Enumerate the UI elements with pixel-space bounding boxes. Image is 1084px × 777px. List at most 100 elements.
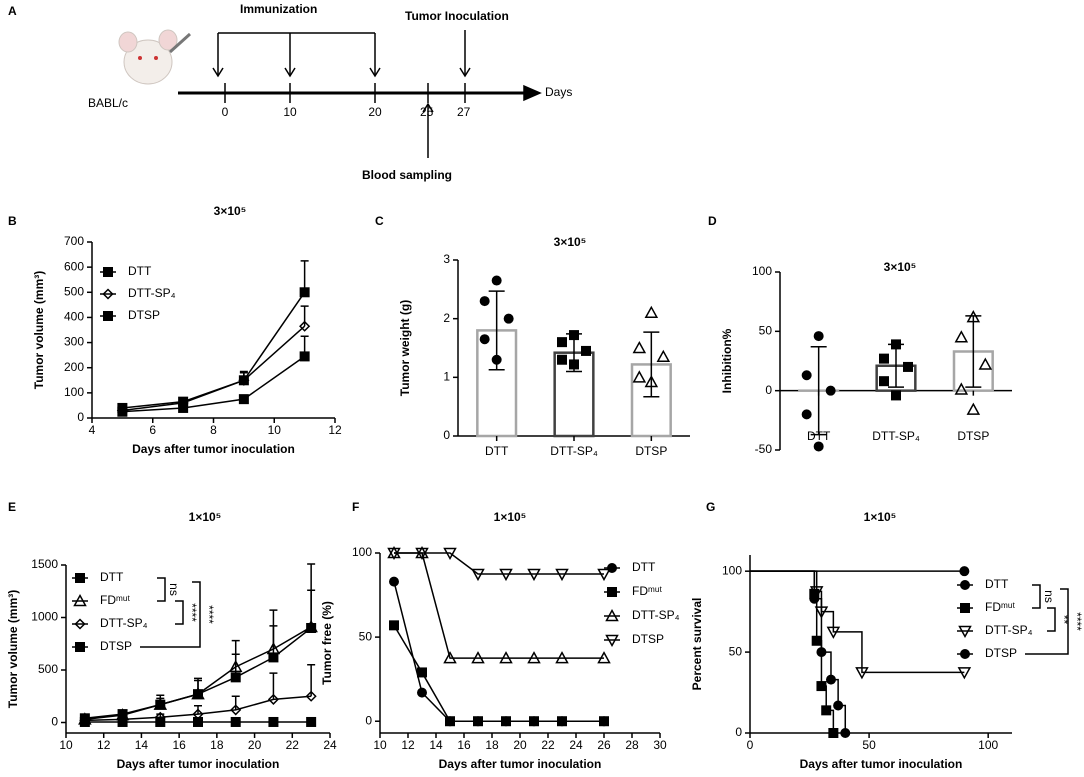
marker [825,674,836,685]
x-tick-label: 22 [286,738,300,752]
marker [801,409,812,420]
x-tick-label: 16 [172,738,186,752]
marker [473,716,483,727]
marker [443,651,457,664]
legend-label: FDᵐᵘᵗ [100,593,130,607]
marker [597,651,611,664]
y-tick-label: 2 [443,311,450,325]
error-bar [300,305,309,327]
x-tick-label: DTT [807,429,831,443]
significance-label: **** [202,605,216,624]
chart-title: 1×10⁵ [189,510,222,524]
marker [632,340,647,354]
marker [304,619,318,633]
x-tick-label: 24 [323,738,337,752]
y-tick-label: -50 [755,442,773,456]
series-line [122,325,306,412]
x-tick-label: DTSP [635,444,667,458]
chart-title: 1×10⁵ [864,510,897,524]
series-line [394,552,604,575]
significance-label: ns [167,583,181,596]
marker [644,374,659,388]
legend-label: DTT [632,560,656,574]
x-tick-label: 24 [569,738,583,752]
x-tick-label: 26 [597,738,611,752]
legend-label: FDᵐᵘᵗ [985,600,1015,614]
x-axis-label: Days after tumor inoculation [117,757,280,771]
strain-label: BABL/c [88,96,128,110]
marker [191,687,205,700]
y-tick-label: 100 [352,545,372,559]
legend-label: DTT [128,264,152,278]
marker [840,728,851,738]
marker [445,716,455,727]
day-label: 0 [222,105,229,119]
y-axis-label: Tumor volume (mm³) [32,271,46,389]
y-tick-label: 400 [64,310,84,324]
marker [117,716,128,727]
marker [555,651,569,664]
marker [491,275,502,286]
marker [879,376,889,387]
marker [499,568,513,582]
legend-label: FDᵐᵘᵗ [632,584,662,598]
marker [632,370,647,383]
y-tick-label: 1500 [31,557,58,571]
series-line [393,581,604,722]
marker [581,345,591,356]
arrowhead [459,67,471,78]
panel-letter: A [8,4,17,18]
marker [238,374,250,386]
x-tick-label: 18 [210,738,224,752]
x-tick-label: 100 [978,738,998,752]
legend-label: DTSP [100,639,132,653]
marker [443,547,457,561]
legend-label: DTT-SP₄ [985,623,1033,637]
x-tick-label: 0 [747,738,754,752]
marker [178,402,189,413]
survival-curve [750,570,965,674]
legend-label: DTSP [985,646,1017,660]
significance-bracket [140,581,201,648]
panel-letter: E [8,500,16,514]
y-tick-label: 500 [38,662,58,676]
series-line [394,552,604,659]
significance-bracket [175,600,184,625]
marker [299,287,310,298]
x-tick-label: 10 [373,738,387,752]
y-tick-label: 50 [729,644,743,658]
marker [966,310,981,323]
marker [809,593,820,604]
y-tick-label: 100 [752,264,772,278]
error-bar [810,346,827,436]
marker [821,705,832,716]
marker [826,626,841,639]
marker [389,576,399,587]
marker [79,716,90,727]
marker [74,618,86,630]
marker [299,351,310,362]
x-tick-label: DTT [485,444,509,458]
marker [417,667,427,678]
y-axis-label: Percent survival [690,598,704,691]
chart-title: 3×10⁵ [214,204,247,218]
significance-bracket [1032,584,1041,609]
marker [267,693,279,705]
y-axis-label: Inhibition% [720,328,734,393]
marker [155,716,166,727]
marker [415,547,429,561]
y-tick-label: 50 [759,324,773,338]
marker [954,382,969,395]
x-tick-label: 20 [513,738,527,752]
y-tick-label: 200 [64,360,84,374]
x-tick-label: 4 [89,423,96,437]
legend-label: DTT-SP₄ [128,286,176,300]
error-bar [965,315,982,388]
blood-label: Blood sampling [362,168,452,182]
x-tick-label: 10 [268,423,282,437]
day-label: 20 [368,105,382,119]
marker [499,651,513,664]
y-tick-label: 1000 [31,610,58,624]
marker [855,667,869,680]
marker [644,305,659,319]
